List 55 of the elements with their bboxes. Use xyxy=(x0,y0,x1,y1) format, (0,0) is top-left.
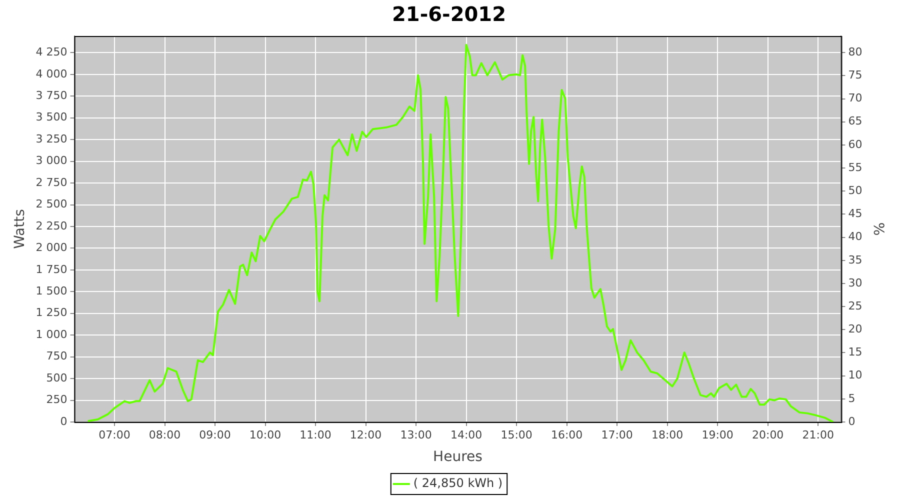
y2-axis-title: % xyxy=(870,222,886,236)
y2-tick-label: 10 xyxy=(848,368,862,382)
y2-tick-label: 40 xyxy=(848,230,862,244)
y2-tick-label: 60 xyxy=(848,138,862,151)
y2-tick-label: 20 xyxy=(848,322,862,336)
y2-tick-label: 15 xyxy=(848,346,862,359)
x-tick-label: 16:00 xyxy=(550,428,583,442)
x-tick-label: 20:00 xyxy=(752,428,784,442)
x-tick-label: 19:00 xyxy=(702,428,734,442)
y2-tick-label: 0 xyxy=(848,414,856,428)
y2-tick-label: 65 xyxy=(848,114,862,128)
x-tick-label: 13:00 xyxy=(400,428,432,442)
y-tick-label: 250 xyxy=(46,393,68,406)
x-tick-label: 18:00 xyxy=(651,428,684,442)
y2-tick-label: 45 xyxy=(848,207,862,220)
y2-tick-label: 50 xyxy=(848,184,862,197)
x-tick-label: 15:00 xyxy=(500,428,532,442)
y-tick-label: 2 000 xyxy=(36,241,68,254)
y-tick-label: 750 xyxy=(46,350,68,363)
y-tick-label: 500 xyxy=(46,371,68,384)
y-tick-label: 1 750 xyxy=(36,262,68,276)
y-tick-label: 4 250 xyxy=(36,46,68,59)
y-tick-label: 1 000 xyxy=(36,328,68,341)
y-tick-label: 4 000 xyxy=(36,67,68,80)
y-axis-title: Watts xyxy=(12,209,28,249)
y-tick-label: 2 500 xyxy=(36,198,68,211)
x-tick-label: 21:00 xyxy=(802,428,834,442)
x-tick-label: 14:00 xyxy=(450,428,482,442)
y-tick-label: 1 250 xyxy=(36,306,68,320)
y-tick-label: 3 500 xyxy=(36,110,68,124)
legend-label: ( 24,850 kWh ) xyxy=(413,476,503,490)
y-tick-label: 3 750 xyxy=(36,88,68,102)
y2-tick-label: 5 xyxy=(848,392,856,405)
chart-title: 21-6-2012 xyxy=(392,2,506,26)
y-tick-label: 3 250 xyxy=(36,132,68,146)
x-tick-label: 17:00 xyxy=(601,428,633,442)
y2-tick-label: 30 xyxy=(848,276,862,290)
x-tick-label: 09:00 xyxy=(199,428,231,442)
x-tick-label: 12:00 xyxy=(350,428,382,442)
y2-tick-label: 70 xyxy=(848,92,862,105)
y-tick-label: 2 750 xyxy=(36,176,68,189)
y2-tick-label: 75 xyxy=(848,68,862,82)
x-tick-label: 08:00 xyxy=(148,428,181,442)
x-tick-label: 11:00 xyxy=(300,428,332,442)
y2-tick-label: 25 xyxy=(848,299,862,312)
x-tick-label: 07:00 xyxy=(98,428,130,442)
y2-tick-label: 80 xyxy=(848,45,862,58)
y-tick-label: 2 250 xyxy=(36,219,68,232)
y-tick-label: 0 xyxy=(60,414,68,428)
y-tick-label: 1 500 xyxy=(36,284,68,298)
x-axis-title: Heures xyxy=(433,449,482,466)
y2-tick-label: 55 xyxy=(848,160,862,174)
y2-tick-label: 35 xyxy=(848,253,862,266)
y-tick-label: 3 000 xyxy=(36,154,68,168)
x-tick-label: 10:00 xyxy=(249,428,282,442)
